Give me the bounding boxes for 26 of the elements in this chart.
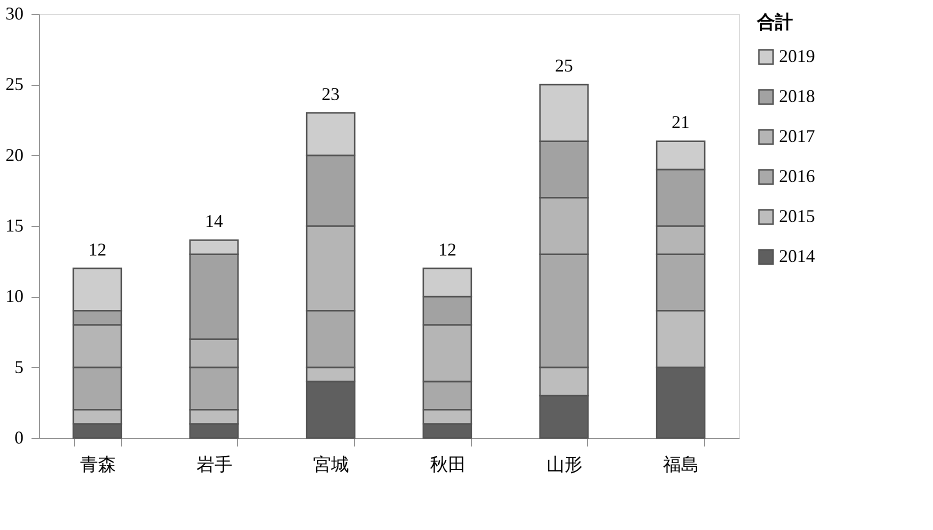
y-tick-label: 20	[6, 144, 24, 165]
x-tick-label: 秋田	[430, 454, 466, 474]
total-label: 12	[438, 239, 456, 260]
x-tick-label: 宮城	[313, 454, 350, 474]
legend-label: 2014	[779, 246, 815, 266]
x-tick-label: 岩手	[196, 454, 232, 474]
total-label: 21	[672, 112, 690, 132]
y-tick-label: 0	[14, 428, 24, 448]
x-tick-label: 青森	[80, 454, 116, 474]
total-label: 14	[205, 211, 223, 232]
x-tick-label: 福島	[663, 454, 700, 474]
y-tick-label: 5	[14, 356, 24, 377]
legend-label: 2016	[779, 166, 815, 186]
legend-label: 2018	[779, 86, 815, 106]
y-tick-label: 15	[6, 216, 24, 236]
total-label: 12	[88, 239, 106, 260]
legend-title: 合計	[756, 12, 793, 32]
x-tick-label: 山形	[546, 454, 582, 474]
total-label: 25	[555, 56, 573, 76]
total-label: 23	[322, 84, 340, 104]
y-tick-label: 30	[6, 4, 24, 24]
legend-label: 2015	[779, 206, 815, 226]
legend-label: 2017	[779, 126, 815, 146]
y-tick-label: 10	[6, 286, 24, 306]
y-tick-label: 25	[6, 74, 24, 94]
legend-label: 2019	[779, 46, 815, 66]
